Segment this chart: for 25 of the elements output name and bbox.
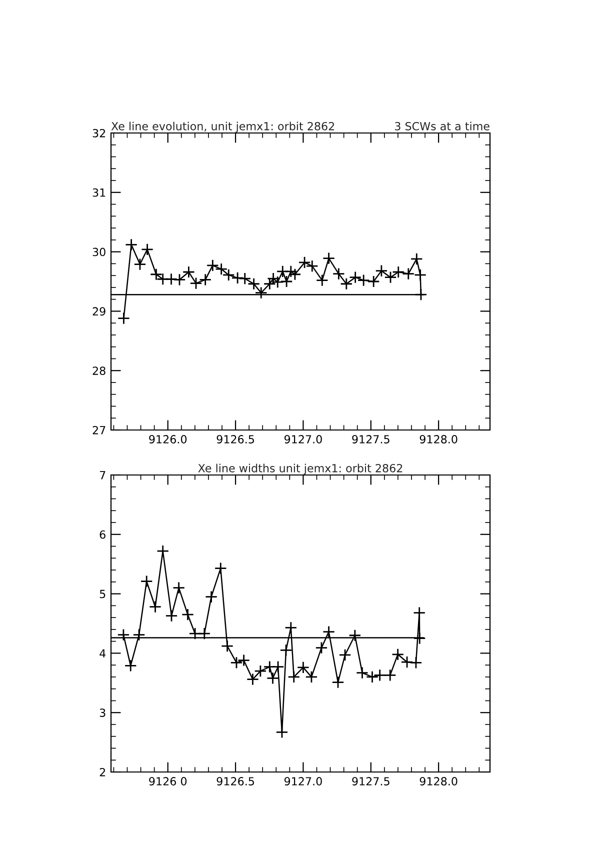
y-tick-label: 5: [100, 590, 106, 598]
y-tick-label: 32: [92, 128, 106, 138]
text: 3 SCWs at a time: [394, 122, 490, 130]
y-tick-label: 30: [92, 248, 106, 256]
chart-title: Xe line widths unit jemx1: orbit 2862: [198, 464, 402, 475]
x-tick-label: 9126.0: [149, 435, 187, 444]
y-tick-label: 7: [100, 471, 106, 480]
x-tick-label: 9127.5: [352, 777, 390, 786]
chart-title: Xe line evolution, unit jemx1: orbit 2862: [111, 122, 334, 133]
x-tick-label: 9128.0: [420, 777, 458, 786]
y-tick-label: 27: [92, 426, 106, 434]
y-tick-label: 3: [100, 708, 106, 717]
x-tick-label: 9128.0: [420, 435, 458, 444]
x-tick-label: 9126 0: [149, 777, 187, 786]
y-tick-label: 4: [100, 649, 106, 658]
y-tick-label: 29: [92, 307, 106, 316]
x-tick-label: 9126.5: [216, 777, 254, 786]
x-tick-label: 9127.0: [284, 777, 322, 786]
y-tick-label: 31: [92, 188, 106, 197]
y-tick-label: 28: [92, 366, 106, 375]
x-tick-label: 9127.5: [352, 435, 390, 444]
y-tick-label: 6: [100, 530, 106, 539]
x-tick-label: 9126.5: [216, 435, 254, 444]
y-tick-label: 2: [100, 768, 106, 776]
x-tick-label: 9127.0: [284, 435, 322, 444]
